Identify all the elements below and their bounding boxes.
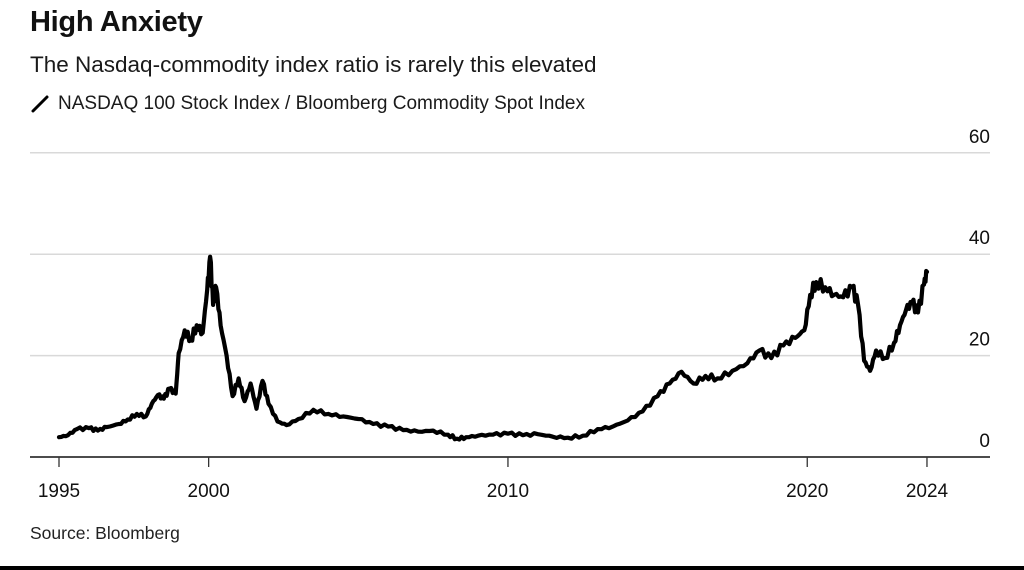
chart-title: High Anxiety — [30, 6, 203, 38]
source-note: Source: Bloomberg — [30, 523, 180, 543]
x-tick-label: 2020 — [786, 481, 828, 502]
x-tick-label: 2024 — [906, 481, 949, 502]
x-axis-labels: 1995 2000 2010 2020 2024 — [38, 481, 949, 502]
y-tick-label: 40 — [969, 228, 990, 249]
diagonal-line-icon — [31, 95, 49, 113]
legend-label: NASDAQ 100 Stock Index / Bloomberg Commo… — [58, 93, 585, 114]
gridlines — [30, 152, 990, 357]
x-tick-label: 1995 — [38, 481, 80, 502]
y-tick-label: 20 — [969, 330, 990, 351]
bottom-border — [0, 566, 1024, 570]
y-tick-label: 0 — [979, 431, 990, 452]
series-line-0 — [56, 254, 930, 442]
series-lines — [56, 254, 930, 442]
y-tick-label: 60 — [969, 127, 990, 148]
y-axis-labels: 0 20 40 60 — [969, 127, 990, 452]
x-tick-label: 2010 — [487, 481, 529, 502]
x-tick-label: 2000 — [188, 481, 230, 502]
legend: NASDAQ 100 Stock Index / Bloomberg Commo… — [30, 93, 585, 115]
x-axis — [30, 456, 990, 467]
chart-subtitle: The Nasdaq-commodity index ratio is rare… — [30, 52, 597, 77]
